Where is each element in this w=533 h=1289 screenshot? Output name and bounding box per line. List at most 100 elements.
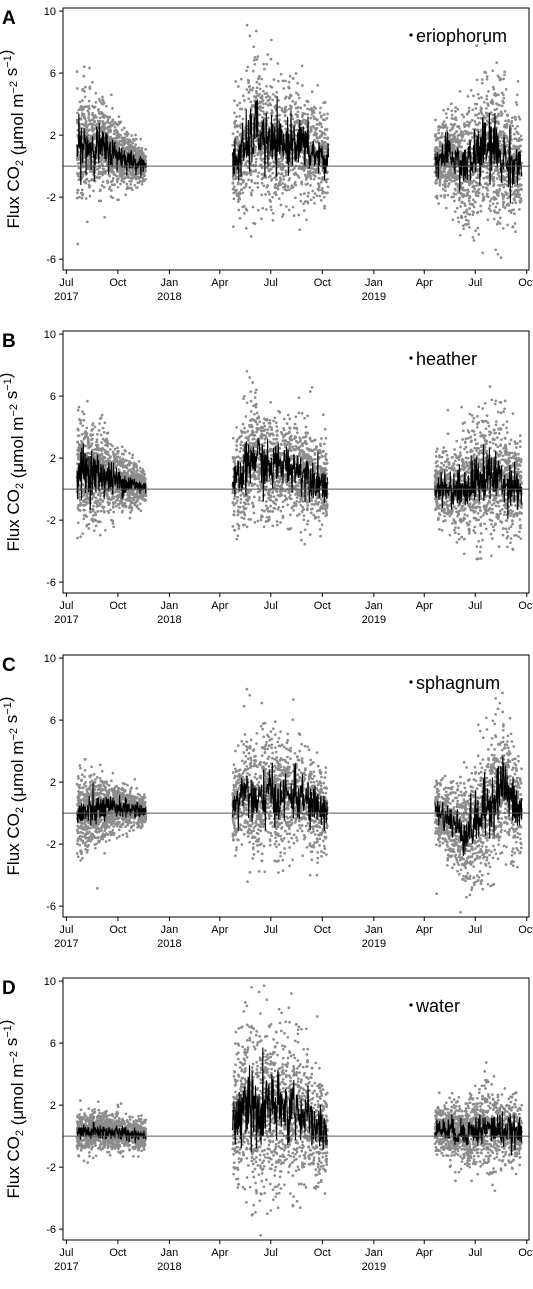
data-point <box>317 189 320 192</box>
data-point <box>266 92 269 95</box>
data-point <box>265 208 268 211</box>
data-point <box>119 121 122 124</box>
data-point <box>254 56 257 59</box>
data-point <box>434 133 437 136</box>
data-point <box>246 88 249 91</box>
data-point <box>247 97 250 100</box>
data-point <box>288 108 291 111</box>
data-point <box>445 180 448 183</box>
x-year-label: 2018 <box>157 291 181 303</box>
data-point <box>318 177 321 180</box>
data-point <box>135 177 138 180</box>
data-point <box>256 55 259 58</box>
data-point <box>504 110 507 113</box>
data-point <box>320 181 323 184</box>
data-point <box>78 434 81 437</box>
data-point <box>234 125 237 128</box>
data-point <box>143 175 146 178</box>
data-point <box>82 517 85 520</box>
data-point <box>311 167 314 170</box>
data-point <box>285 189 288 192</box>
data-point <box>473 239 476 242</box>
data-point <box>504 120 507 123</box>
data-point <box>439 166 442 169</box>
data-point <box>504 207 507 210</box>
data-point <box>483 177 486 180</box>
data-point <box>450 109 453 112</box>
data-point <box>485 107 488 110</box>
data-point <box>275 183 278 186</box>
data-point <box>297 111 300 114</box>
data-point <box>434 147 437 150</box>
data-point <box>271 196 274 199</box>
data-point <box>489 101 492 104</box>
data-point <box>321 192 324 195</box>
data-point <box>492 102 495 105</box>
data-point <box>258 83 261 86</box>
data-point <box>86 436 89 439</box>
data-point <box>263 68 266 71</box>
data-point <box>306 113 309 116</box>
data-point <box>502 186 505 189</box>
data-point <box>307 195 310 198</box>
data-point <box>103 186 106 189</box>
data-point <box>326 113 329 116</box>
data-point <box>246 24 249 27</box>
data-point <box>296 115 299 118</box>
data-point <box>306 175 309 178</box>
data-point <box>320 115 323 118</box>
data-point <box>254 63 257 66</box>
x-tick-label: Apr <box>416 277 433 289</box>
data-point <box>510 138 513 141</box>
data-point <box>477 93 480 96</box>
data-point <box>99 160 102 163</box>
data-point <box>468 184 471 187</box>
data-point <box>125 459 128 462</box>
data-point <box>506 114 509 117</box>
data-point <box>281 158 284 161</box>
data-point <box>513 138 516 141</box>
data-point <box>501 105 504 108</box>
data-point <box>303 104 306 107</box>
data-point <box>486 171 489 174</box>
data-point <box>258 113 261 116</box>
data-point <box>270 39 273 42</box>
data-point <box>104 170 107 173</box>
data-point <box>243 205 246 208</box>
data-point <box>455 130 458 133</box>
data-point <box>254 222 257 225</box>
data-point <box>466 113 469 116</box>
data-point <box>108 175 111 178</box>
data-point <box>246 66 249 69</box>
data-point <box>103 102 106 105</box>
data-point <box>502 203 505 206</box>
data-point <box>297 106 300 109</box>
data-point <box>511 202 514 205</box>
data-point <box>270 209 273 212</box>
data-point <box>435 179 438 182</box>
data-point <box>461 182 464 185</box>
data-point <box>452 124 455 127</box>
data-point <box>502 93 505 96</box>
data-point <box>251 189 254 192</box>
data-point <box>104 529 107 532</box>
data-point <box>124 139 127 142</box>
data-point <box>86 106 89 109</box>
data-point <box>245 183 248 186</box>
data-point <box>277 80 280 83</box>
data-point <box>265 96 268 99</box>
data-point <box>102 500 105 503</box>
data-point <box>88 156 91 159</box>
data-point <box>260 217 263 220</box>
data-point <box>139 503 142 506</box>
data-point <box>76 121 79 124</box>
data-point <box>503 178 506 181</box>
data-point <box>120 499 123 502</box>
data-point <box>83 65 86 68</box>
data-point <box>323 113 326 116</box>
data-point <box>268 193 271 196</box>
data-point <box>85 179 88 182</box>
data-point <box>486 162 489 165</box>
data-point <box>257 171 260 174</box>
data-point <box>88 119 91 122</box>
